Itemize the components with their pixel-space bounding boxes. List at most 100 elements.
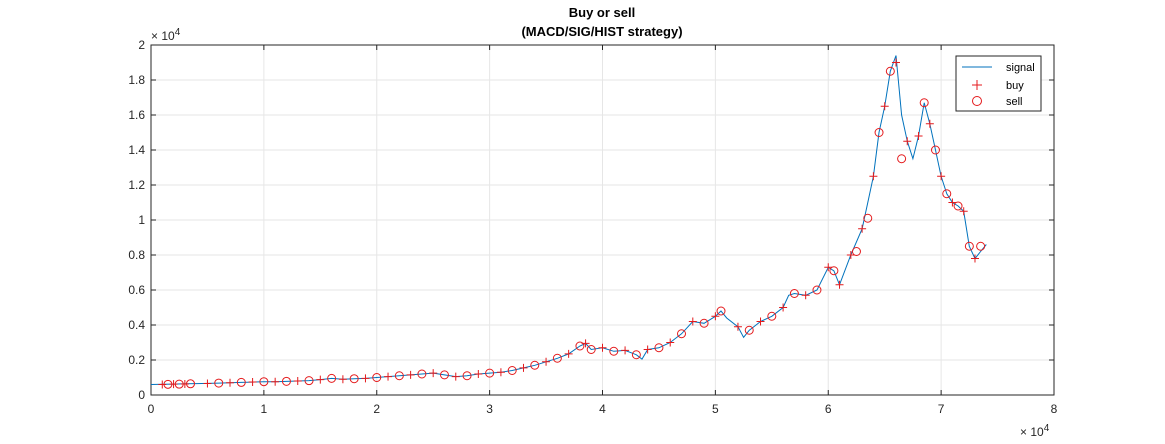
buy-marker bbox=[338, 375, 347, 384]
sell-marker bbox=[744, 325, 754, 335]
y-tick-label: 1.2 bbox=[128, 178, 145, 192]
buy-marker bbox=[293, 377, 302, 385]
sell-marker bbox=[964, 241, 974, 251]
buy-marker bbox=[903, 137, 912, 146]
sell-marker bbox=[953, 201, 963, 211]
buy-marker bbox=[384, 372, 393, 381]
sell-marker bbox=[609, 346, 619, 356]
y-axis-tick-labels: 0 0.2 0.4 0.6 0.8 1 1.2 1.4 1.6 1.8 2 bbox=[128, 38, 145, 402]
y-tick-label: 1.4 bbox=[128, 143, 145, 157]
sell-marker bbox=[417, 369, 427, 379]
sell-marker bbox=[462, 371, 472, 381]
sell-marker bbox=[654, 343, 664, 353]
x-tick-label: 6 bbox=[825, 402, 832, 416]
legend: signal buy sell bbox=[955, 55, 1042, 112]
y-tick-label: 1.8 bbox=[128, 73, 145, 87]
sell-marker bbox=[851, 247, 861, 256]
x-tick-label: 3 bbox=[486, 402, 493, 416]
sell-marker bbox=[885, 66, 895, 76]
buy-marker bbox=[666, 338, 675, 347]
sell-marker bbox=[174, 379, 184, 389]
buy-marker bbox=[598, 343, 607, 352]
buy-marker bbox=[779, 303, 788, 312]
buy-marker bbox=[869, 172, 878, 181]
buy-marker bbox=[158, 380, 167, 389]
legend-buy-swatch bbox=[972, 80, 982, 90]
legend-sell-swatch bbox=[972, 96, 982, 106]
sell-marker bbox=[767, 311, 777, 321]
sell-marker bbox=[259, 377, 269, 387]
y-tick-label: 1 bbox=[138, 213, 145, 227]
x-tick-label: 2 bbox=[373, 402, 380, 416]
sell-marker bbox=[575, 341, 585, 351]
y-tick-label: 0.8 bbox=[128, 248, 145, 262]
sell-marker bbox=[304, 376, 314, 386]
sell-marker bbox=[699, 318, 709, 328]
sell-marker bbox=[349, 374, 359, 384]
sell-marker bbox=[812, 285, 822, 295]
buy-marker bbox=[643, 345, 652, 354]
buy-marker bbox=[451, 372, 460, 381]
sell-marker bbox=[863, 213, 873, 223]
buy-marker bbox=[948, 198, 957, 207]
chart-subtitle: (MACD/SIG/HIST strategy) bbox=[521, 24, 682, 39]
buy-marker bbox=[959, 207, 968, 216]
y-axis-exponent: × 104 bbox=[151, 27, 181, 43]
sell-marker bbox=[677, 329, 687, 339]
sell-marker bbox=[874, 128, 884, 137]
sell-marker bbox=[394, 371, 404, 381]
x-axis-tick-labels: 0 1 2 3 4 5 6 7 8 bbox=[148, 402, 1058, 416]
legend-sell-label: sell bbox=[1006, 96, 1023, 108]
sell-marker bbox=[631, 350, 641, 360]
buy-marker bbox=[248, 378, 257, 387]
buy-marker bbox=[858, 224, 867, 233]
buy-marker bbox=[891, 58, 900, 67]
y-tick-label: 0.2 bbox=[128, 353, 145, 367]
x-tick-label: 0 bbox=[148, 402, 155, 416]
buy-marker bbox=[846, 251, 855, 259]
sell-marker bbox=[186, 379, 196, 389]
sell-marker bbox=[163, 379, 173, 389]
chart-title: Buy or sell bbox=[569, 5, 635, 20]
sell-marker bbox=[789, 289, 799, 298]
sell-marker bbox=[919, 98, 929, 108]
y-tick-label: 2 bbox=[138, 38, 145, 52]
buy-marker bbox=[564, 349, 573, 358]
y-tick-label: 1.6 bbox=[128, 108, 145, 122]
buy-marker bbox=[880, 102, 889, 111]
buy-marker bbox=[914, 132, 923, 140]
x-tick-label: 1 bbox=[261, 402, 268, 416]
buy-marker bbox=[925, 119, 934, 128]
buy-marker bbox=[361, 374, 370, 383]
buy-marker bbox=[519, 363, 528, 372]
buy-marker bbox=[496, 368, 505, 377]
sell-marker bbox=[942, 189, 952, 199]
series-layer bbox=[150, 55, 987, 389]
y-tick-label: 0.4 bbox=[128, 318, 145, 332]
sell-marker bbox=[281, 376, 291, 386]
sell-marker bbox=[507, 366, 517, 375]
buy-marker bbox=[180, 379, 189, 388]
sell-marker bbox=[236, 377, 246, 387]
sell-marker bbox=[897, 154, 907, 164]
x-tick-label: 5 bbox=[712, 402, 719, 416]
buy-marker bbox=[271, 377, 280, 386]
y-tick-label: 0 bbox=[138, 388, 145, 402]
buy-marker bbox=[203, 379, 212, 388]
sell-marker bbox=[439, 370, 449, 380]
buy-marker bbox=[733, 322, 742, 331]
buy-marker bbox=[169, 380, 178, 389]
buy-marker bbox=[429, 369, 438, 378]
sell-marker bbox=[214, 378, 224, 388]
buy-marker bbox=[824, 263, 833, 272]
buy-marker bbox=[316, 375, 325, 384]
buy-marker bbox=[756, 317, 765, 326]
x-tick-label: 8 bbox=[1051, 402, 1058, 416]
buy-marker bbox=[474, 370, 483, 378]
x-tick-label: 7 bbox=[938, 402, 945, 416]
sell-marker bbox=[586, 345, 596, 354]
sell-marker bbox=[976, 241, 986, 251]
buy-marker bbox=[970, 254, 979, 263]
axis-ticks bbox=[150, 44, 1055, 396]
